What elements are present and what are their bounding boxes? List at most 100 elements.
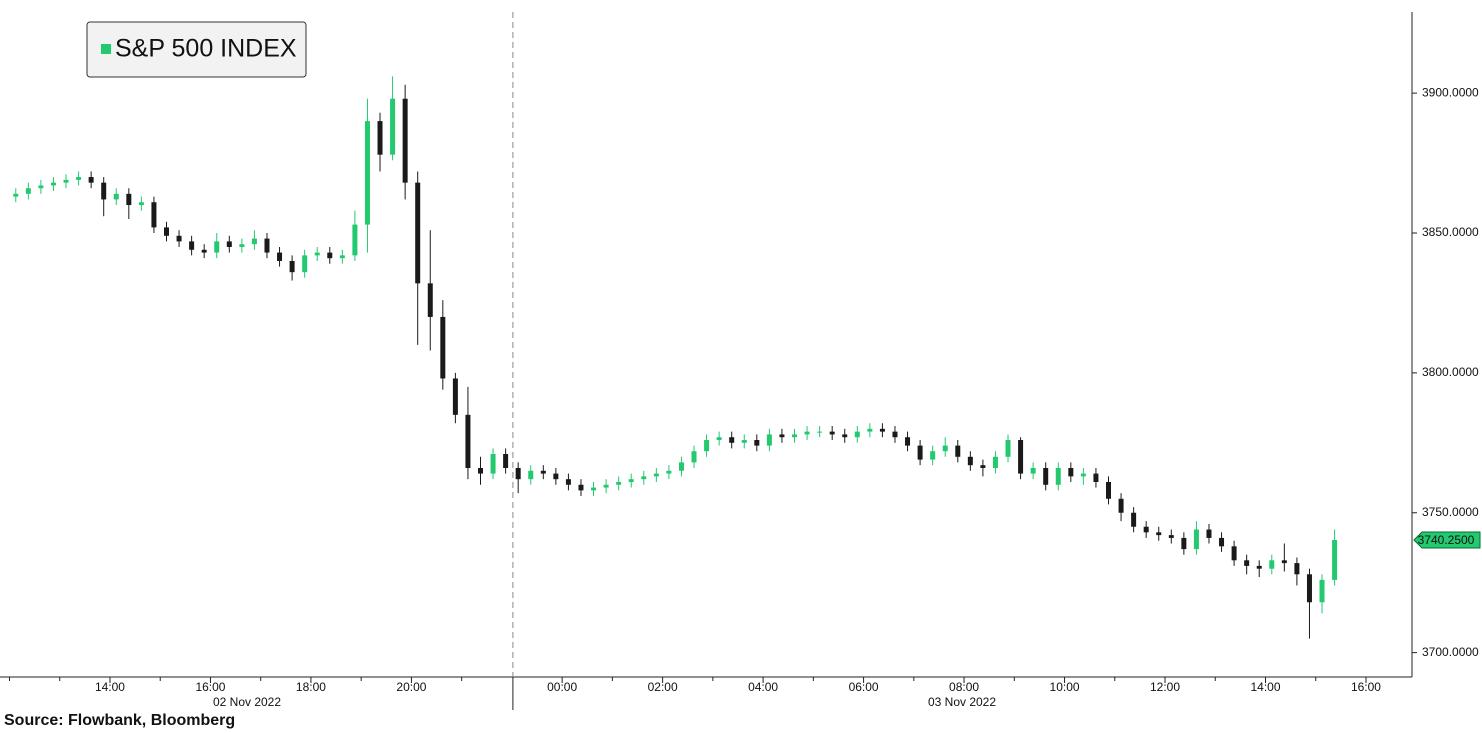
candle-body (1332, 540, 1338, 580)
candle-body (528, 470, 534, 480)
candle-body (578, 484, 584, 491)
candle-body (955, 445, 961, 457)
candle-body (1005, 440, 1011, 457)
x-tick-label: 04:00 (748, 680, 778, 694)
candle-body (854, 431, 860, 438)
candle-body (402, 98, 408, 183)
candle-body (666, 470, 672, 474)
candle-body (76, 177, 82, 180)
candle-body (603, 484, 609, 488)
legend-swatch (101, 44, 111, 54)
legend-box (86, 21, 307, 78)
y-tick-label: 3700.0000 (1422, 645, 1479, 659)
candle-body (540, 470, 546, 474)
legend: S&P 500 INDEX (86, 21, 307, 78)
candle-body (704, 440, 710, 452)
candle-body (415, 182, 421, 284)
candle-body (1281, 560, 1287, 564)
candle-body (13, 193, 19, 197)
candle-body (25, 188, 31, 194)
candle-body (930, 451, 936, 460)
candle-body (364, 121, 370, 225)
candle-body (1106, 481, 1111, 499)
candle-body (942, 445, 948, 452)
candle-body (653, 473, 659, 477)
last-price-label: 3740.2500 (1418, 533, 1475, 547)
candle-body (1306, 574, 1312, 603)
candle-body (478, 467, 483, 474)
candle-body (980, 465, 986, 468)
x-tick-label: 16:00 (195, 680, 225, 694)
candle-body (917, 445, 923, 460)
candle-body (829, 431, 835, 435)
candle-body (553, 473, 559, 480)
candle-body (729, 437, 735, 443)
source-note: Source: Flowbank, Bloomberg (4, 712, 235, 729)
date-label: 03 Nov 2022 (928, 695, 996, 709)
candle-body (779, 434, 785, 438)
candle-body (377, 121, 383, 155)
candle-body (1231, 546, 1237, 561)
candle-body (641, 476, 647, 480)
last-price-tag (1413, 531, 1481, 549)
candle-body (1143, 526, 1149, 533)
candle-body (1244, 560, 1250, 566)
candle-body (63, 179, 69, 183)
candle-body (892, 431, 898, 438)
candle-body (1168, 535, 1174, 538)
candle-body (164, 227, 169, 236)
candle-body (992, 456, 998, 468)
x-tick-label: 18:00 (296, 680, 326, 694)
candle-body (616, 481, 622, 485)
candle-body (1093, 473, 1099, 482)
candle-body (201, 249, 207, 253)
candle-body (1156, 532, 1162, 536)
candle-body (804, 431, 810, 435)
candle-body (515, 467, 521, 480)
candle-body (1080, 473, 1086, 477)
candle-body (214, 241, 220, 253)
candle-body (591, 487, 597, 491)
y-tick-label: 3800.0000 (1422, 365, 1479, 379)
x-tick-label: 14:00 (95, 680, 125, 694)
candle-body (390, 98, 396, 155)
candle-body (741, 440, 747, 443)
candle-body (452, 378, 458, 415)
candle-body (842, 434, 848, 438)
candle-body (691, 451, 697, 463)
candle-body (339, 255, 345, 259)
candle-body (465, 414, 471, 468)
x-tick-label: 10:00 (1050, 680, 1080, 694)
candle-body (792, 434, 797, 438)
candle-body (1118, 498, 1124, 513)
x-tick-label: 14:00 (1250, 680, 1280, 694)
candle-body (1043, 467, 1049, 485)
candle-body (754, 440, 760, 446)
candle-body (1256, 565, 1262, 569)
candle-body (38, 185, 44, 189)
candle-body (314, 252, 320, 256)
candle-body (176, 235, 182, 242)
candle-body (327, 252, 333, 259)
date-label: 02 Nov 2022 (213, 695, 281, 709)
candle-body (1294, 563, 1300, 575)
candle-body (302, 255, 308, 273)
candle-body (277, 252, 283, 261)
x-tick-label: 08:00 (949, 680, 979, 694)
candle-body (264, 238, 270, 253)
x-tick-label: 20:00 (396, 680, 426, 694)
candle-body (1193, 529, 1199, 550)
candle-body (189, 241, 195, 250)
candle-body (967, 456, 973, 466)
candle-body (1219, 537, 1225, 547)
x-tick-label: 12:00 (1150, 680, 1180, 694)
candle-body (879, 428, 885, 432)
candle-body (1181, 537, 1187, 550)
legend-label: S&P 500 INDEX (115, 35, 297, 63)
candle-body (817, 431, 823, 433)
x-tick-label: 00:00 (547, 680, 577, 694)
candle-body (50, 182, 56, 186)
candle-body (1018, 440, 1024, 474)
